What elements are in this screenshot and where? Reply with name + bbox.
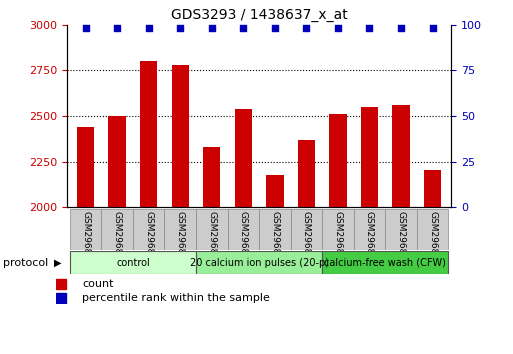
Bar <box>417 209 448 250</box>
Text: GSM296820: GSM296820 <box>270 211 280 266</box>
Bar <box>102 209 133 250</box>
Point <box>302 25 310 31</box>
Text: GSM296822: GSM296822 <box>333 211 342 266</box>
Bar <box>385 209 417 250</box>
Text: GSM296815: GSM296815 <box>113 211 122 266</box>
Bar <box>165 209 196 250</box>
Text: count: count <box>82 279 113 289</box>
Bar <box>228 209 259 250</box>
Text: GSM296814: GSM296814 <box>81 211 90 266</box>
Text: ▶: ▶ <box>54 258 62 268</box>
Text: GSM296816: GSM296816 <box>144 211 153 266</box>
Bar <box>77 127 94 207</box>
Bar <box>196 251 322 274</box>
Bar <box>329 114 347 207</box>
Point <box>428 25 437 31</box>
Bar <box>203 147 221 207</box>
Bar <box>322 251 448 274</box>
Point <box>334 25 342 31</box>
Text: calcium-free wash (CFW): calcium-free wash (CFW) <box>324 258 446 268</box>
Point <box>176 25 184 31</box>
Point <box>365 25 373 31</box>
Bar <box>266 175 284 207</box>
Bar <box>70 209 102 250</box>
Text: GSM296821: GSM296821 <box>302 211 311 266</box>
Point <box>239 25 247 31</box>
Title: GDS3293 / 1438637_x_at: GDS3293 / 1438637_x_at <box>171 8 347 22</box>
Point <box>82 25 90 31</box>
Bar <box>56 279 66 289</box>
Point <box>208 25 216 31</box>
Bar <box>196 209 228 250</box>
Bar <box>171 65 189 207</box>
Bar <box>259 209 290 250</box>
Text: 20 calcium ion pulses (20-p): 20 calcium ion pulses (20-p) <box>190 258 328 268</box>
Bar <box>108 116 126 207</box>
Bar <box>290 209 322 250</box>
Bar <box>70 251 196 274</box>
Text: GSM296818: GSM296818 <box>207 211 216 266</box>
Text: GSM296823: GSM296823 <box>365 211 374 266</box>
Bar <box>353 209 385 250</box>
Bar <box>361 107 378 207</box>
Text: GSM296825: GSM296825 <box>428 211 437 266</box>
Text: percentile rank within the sample: percentile rank within the sample <box>82 293 270 303</box>
Point <box>113 25 121 31</box>
Bar <box>322 209 353 250</box>
Bar <box>424 170 441 207</box>
Bar <box>140 61 157 207</box>
Text: GSM296817: GSM296817 <box>176 211 185 266</box>
Text: GSM296824: GSM296824 <box>397 211 405 266</box>
Point <box>145 25 153 31</box>
Bar <box>298 139 315 207</box>
Text: GSM296819: GSM296819 <box>239 211 248 266</box>
Bar <box>56 293 66 303</box>
Bar <box>392 105 410 207</box>
Point <box>271 25 279 31</box>
Bar <box>234 109 252 207</box>
Text: control: control <box>116 258 150 268</box>
Point <box>397 25 405 31</box>
Text: protocol: protocol <box>3 258 48 268</box>
Bar <box>133 209 165 250</box>
